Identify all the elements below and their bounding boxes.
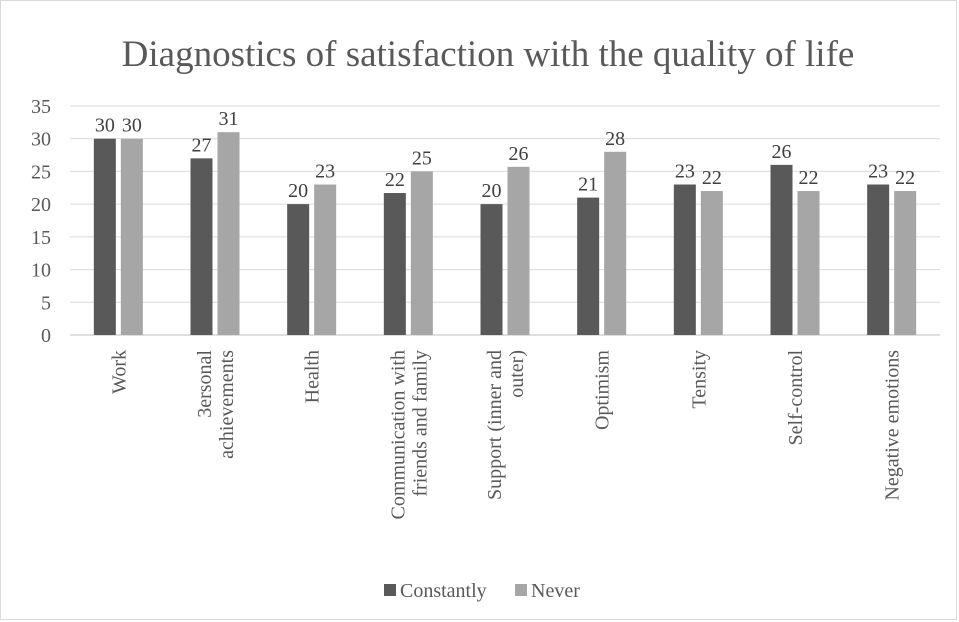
y-tick-label: 35 [31, 96, 51, 118]
x-tick-label: outer) [506, 350, 528, 398]
legend-label: Never [531, 580, 580, 602]
x-tick-label: 3ersonal [194, 350, 216, 418]
bar [867, 184, 890, 335]
data-label: 28 [605, 128, 625, 150]
y-tick-label: 30 [31, 129, 51, 151]
legend-label: Constantly [400, 580, 487, 602]
data-label: 23 [675, 161, 695, 183]
x-tick-label: Work [108, 350, 130, 394]
x-tick-label: achievements [216, 350, 238, 459]
data-label: 21 [578, 174, 598, 196]
gridlines [70, 105, 940, 336]
data-label: 22 [702, 167, 722, 189]
y-tick-label: 20 [31, 194, 51, 216]
bar [410, 171, 433, 335]
x-tick-label: Tensity [688, 350, 710, 409]
bar [894, 191, 917, 335]
y-tick-label: 15 [31, 227, 51, 249]
x-tick-label: Self-control [785, 350, 807, 446]
y-axis-ticks: 0 5 10 15 20 25 30 35 [31, 96, 51, 347]
data-label: 22 [895, 167, 915, 189]
data-label: 20 [288, 180, 308, 202]
data-label: 26 [772, 141, 792, 163]
bar [190, 158, 213, 335]
data-label: 30 [95, 115, 115, 137]
data-label: 22 [799, 167, 819, 189]
data-label: 31 [219, 108, 239, 130]
data-label: 30 [122, 115, 142, 137]
legend: Constantly Never [384, 580, 580, 602]
bar [673, 184, 696, 335]
data-label: 25 [412, 147, 432, 169]
bar [480, 204, 503, 335]
x-tick-label: Optimism [592, 350, 614, 430]
bar [797, 191, 820, 335]
legend-swatch [384, 584, 396, 596]
bar [287, 204, 310, 335]
bar [577, 197, 600, 335]
data-label: 20 [482, 180, 502, 202]
data-label: 22 [385, 169, 405, 191]
bars [93, 132, 917, 335]
bar [383, 193, 406, 335]
data-label: 27 [192, 134, 212, 156]
data-label: 23 [315, 161, 335, 183]
bar [770, 164, 793, 335]
data-label: 23 [868, 161, 888, 183]
bar [314, 184, 337, 335]
legend-swatch [515, 584, 527, 596]
bar [700, 191, 723, 335]
y-tick-label: 0 [41, 325, 51, 347]
x-tick-label: friends and family [409, 350, 431, 497]
y-tick-label: 25 [31, 161, 51, 183]
data-labels: 30 30 27 31 20 23 22 25 20 26 21 28 23 22 26 22 23 22 [95, 108, 915, 202]
bar [507, 166, 530, 335]
x-tick-label: Support (inner and [484, 350, 506, 500]
y-tick-label: 10 [31, 260, 51, 282]
bar [217, 132, 240, 335]
bar [604, 151, 627, 335]
bar [120, 138, 143, 335]
bar [93, 138, 116, 335]
y-tick-label: 5 [41, 292, 51, 314]
x-tick-label: Health [302, 350, 324, 403]
x-axis-labels: Work 3ersonal achievements Health Communicat… [108, 350, 903, 520]
chart-title: Diagnostics of satisfaction with the qua… [122, 34, 855, 75]
x-tick-label: Communication with [387, 350, 409, 519]
data-label: 26 [509, 143, 529, 165]
x-tick-label: Negative emotions [882, 350, 904, 501]
